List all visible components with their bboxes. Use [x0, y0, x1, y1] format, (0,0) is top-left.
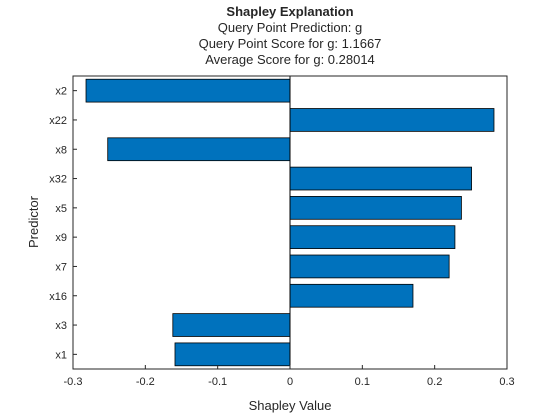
bar-x22: [289, 108, 495, 132]
bar-x32: [289, 166, 472, 191]
x-tick-label: 0.2: [427, 376, 442, 388]
chart-subtitle-line-3: Average Score for g: 0.28014: [205, 52, 375, 67]
bar-x16: [289, 283, 414, 308]
y-tick-label: x1: [55, 349, 67, 361]
bar-x5: [289, 196, 462, 220]
y-tick-label: x22: [49, 115, 67, 127]
y-tick-label: x16: [49, 291, 67, 303]
bar-x3: [172, 313, 291, 337]
y-tick-label: x3: [55, 320, 67, 332]
x-tick-label: 0.3: [499, 376, 514, 388]
y-tick-label: x32: [49, 174, 67, 186]
y-tick-label: x8: [55, 144, 67, 156]
bar-x7: [289, 254, 450, 279]
y-axis-ticks: x2 x22 x8 x32 x5 x9 x7 x16 x3 x1: [49, 86, 77, 361]
bar-x1: [174, 342, 291, 367]
bar-x2: [85, 78, 291, 103]
y-tick-label: x2: [55, 86, 67, 98]
x-axis-label: Shapley Value: [249, 398, 332, 413]
x-tick-label: 0.1: [355, 376, 370, 388]
y-axis-label: Predictor: [26, 195, 41, 248]
bar-x9: [289, 225, 456, 249]
y-tick-label: x9: [55, 232, 67, 244]
x-tick-label: -0.3: [64, 376, 83, 388]
chart-title: Shapley Explanation: [226, 4, 353, 19]
chart-subtitle-line-2: Query Point Score for g: 1.1667: [199, 36, 382, 51]
bar-x8: [107, 137, 291, 162]
x-tick-label: 0: [287, 376, 293, 388]
x-tick-label: -0.2: [136, 376, 155, 388]
chart-subtitle-line-1: Query Point Prediction: g: [218, 20, 363, 35]
y-tick-label: x7: [55, 261, 67, 273]
y-tick-label: x5: [55, 203, 67, 215]
x-axis-ticks: -0.3 -0.2 -0.1 0 0.1 0.2 0.3: [64, 365, 515, 388]
x-tick-label: -0.1: [208, 376, 227, 388]
